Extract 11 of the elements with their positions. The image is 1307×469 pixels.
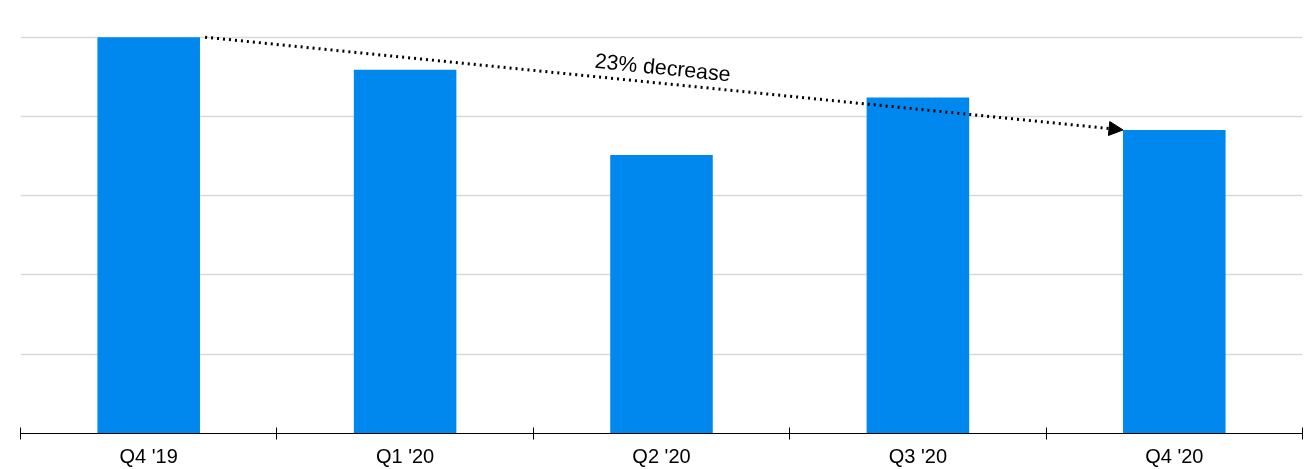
x-tick-label: Q2 '20 [632,444,691,467]
bar [610,154,713,434]
x-tick-label: Q3 '20 [888,444,948,467]
bar [97,37,200,434]
x-tick-label: Q4 '20 [1145,444,1204,467]
bar [866,97,970,434]
annotation: 23% decrease [593,48,732,87]
bar [353,69,457,434]
x-tick-label: Q4 '19 [119,444,178,467]
bar [1123,129,1226,434]
x-tick-label: Q1 '20 [375,444,435,467]
